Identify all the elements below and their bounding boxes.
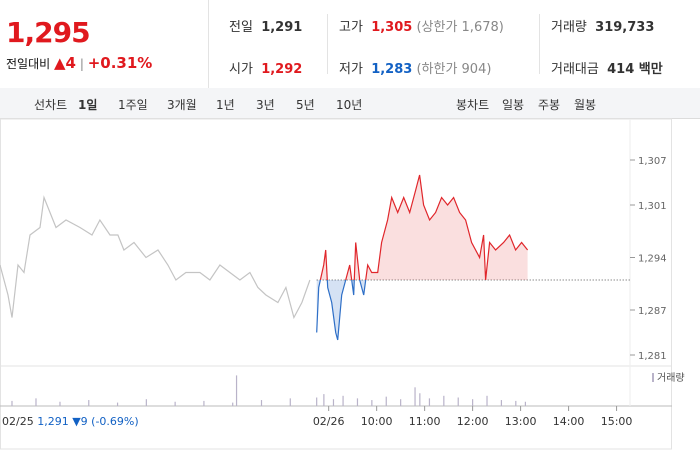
- volume-bar: [371, 400, 373, 406]
- footer-part: 1,291: [37, 415, 69, 428]
- stat: 거래량 319,733: [551, 16, 654, 35]
- volume-bar: [145, 399, 147, 406]
- volume-bar: [385, 396, 387, 406]
- volume-legend: 거래량: [657, 372, 685, 384]
- volume-bar: [500, 400, 503, 406]
- volume-bar: [428, 398, 431, 406]
- volume-legend-swatch: [652, 373, 654, 382]
- volume-bar: [486, 395, 488, 406]
- tab[interactable]: 3년: [256, 98, 275, 112]
- stat-value: 1,291: [261, 20, 303, 35]
- price-line-up: [319, 174, 529, 280]
- stat-value: 414 백만: [607, 62, 663, 77]
- volume-bar: [174, 401, 176, 406]
- tab[interactable]: 1주일: [118, 98, 148, 112]
- plot-frame: [0, 118, 672, 450]
- tab[interactable]: 주봉: [538, 98, 561, 112]
- stat-note: (상한가 1,678): [416, 20, 504, 35]
- volume-bar: [515, 400, 517, 406]
- price-line: [0, 195, 311, 320]
- tab: 봉차트: [456, 98, 490, 112]
- stat: 고가 1,305 (상한가 1,678): [339, 16, 504, 35]
- volume-bar: [472, 399, 474, 406]
- tab[interactable]: 1년: [216, 98, 235, 112]
- volume-bar: [524, 401, 526, 406]
- stat-value: 1,305: [371, 20, 413, 35]
- tab[interactable]: 1일: [78, 98, 98, 112]
- volume-bar: [289, 398, 291, 406]
- stat-note: (하한가 904): [416, 62, 492, 77]
- volume-bar: [88, 400, 90, 406]
- stat-value: 1,283: [371, 62, 413, 77]
- footer-part: ▼9: [72, 415, 87, 428]
- volume-bar: [400, 399, 402, 406]
- tab: 선차트: [34, 98, 68, 112]
- change-row: 전일대비 ▲4 | +0.31%: [6, 54, 153, 72]
- volume-bar: [342, 395, 344, 406]
- stat-label: 저가: [339, 62, 363, 77]
- stat-value: 319,733: [595, 20, 655, 35]
- area-up: [316, 175, 528, 280]
- volume-bar: [332, 399, 335, 406]
- tab[interactable]: 월봉: [574, 98, 597, 112]
- change-pct: +0.31%: [87, 54, 153, 72]
- volume-bar: [457, 397, 459, 406]
- stat-label: 거래대금: [551, 62, 599, 77]
- y-tick-label: 1,301: [638, 201, 667, 212]
- stat: 저가 1,283 (하한가 904): [339, 58, 491, 77]
- volume-bar: [323, 394, 325, 406]
- volume-bar: [260, 400, 263, 406]
- volume-bar: [419, 393, 421, 406]
- x-tick-label: 14:00: [553, 415, 585, 428]
- tab[interactable]: 10년: [336, 98, 363, 112]
- volume-bar: [203, 400, 205, 406]
- change-label: 전일대비: [6, 57, 51, 71]
- volume-bar: [443, 395, 445, 406]
- volume-bar: [35, 398, 37, 406]
- x-tick-label: 02/26: [313, 415, 345, 428]
- tab-bar: 선차트 1일 1주일 3개월 1년 3년 5년 10년 봉차트 일봉 주봉 월봉: [0, 88, 700, 119]
- x-tick-label: 10:00: [361, 415, 393, 428]
- footer-part: (-0.69%): [91, 415, 139, 428]
- x-tick-label: 13:00: [505, 415, 537, 428]
- change: ▲4: [54, 54, 76, 72]
- tab[interactable]: 일봉: [502, 98, 525, 112]
- price-line-down: [316, 280, 487, 341]
- volume-bar: [235, 375, 238, 406]
- tab[interactable]: 3개월: [167, 98, 197, 112]
- stat: 거래대금 414 백만: [551, 58, 663, 77]
- stat-label: 고가: [339, 20, 363, 35]
- volume-bar: [11, 400, 13, 406]
- y-tick-label: 1,294: [638, 254, 667, 265]
- header: 1,295 전일대비 ▲4 | +0.31% 전일 1,291 고가 1,305…: [0, 0, 700, 89]
- volume-bar: [414, 387, 416, 406]
- volume-bar: [356, 398, 359, 406]
- y-tick-label: 1,287: [638, 306, 667, 317]
- volume-bar: [116, 402, 119, 406]
- x-tick-label: 12:00: [457, 415, 489, 428]
- volume-bar: [59, 401, 61, 406]
- stat-label: 전일: [229, 20, 253, 35]
- footer-info: 02/25 1,291 ▼9 (-0.69%): [2, 415, 139, 428]
- current-price: 1,295: [6, 16, 91, 49]
- y-tick-label: 1,307: [638, 156, 667, 167]
- stat: 시가 1,292: [229, 58, 302, 77]
- volume-bar: [232, 402, 234, 406]
- stat: 전일 1,291: [229, 16, 302, 35]
- stat-label: 시가: [229, 62, 253, 77]
- tab[interactable]: 5년: [296, 98, 315, 112]
- stat-value: 1,292: [261, 62, 303, 77]
- y-tick-label: 1,281: [638, 351, 667, 362]
- stat-label: 거래량: [551, 20, 587, 35]
- stats: 전일 1,291 고가 1,305 (상한가 1,678) 거래량 319,73…: [208, 0, 700, 88]
- x-tick-label: 11:00: [409, 415, 441, 428]
- footer-part: 02/25: [2, 415, 34, 428]
- volume-bar: [316, 397, 318, 406]
- x-tick-label: 15:00: [601, 415, 633, 428]
